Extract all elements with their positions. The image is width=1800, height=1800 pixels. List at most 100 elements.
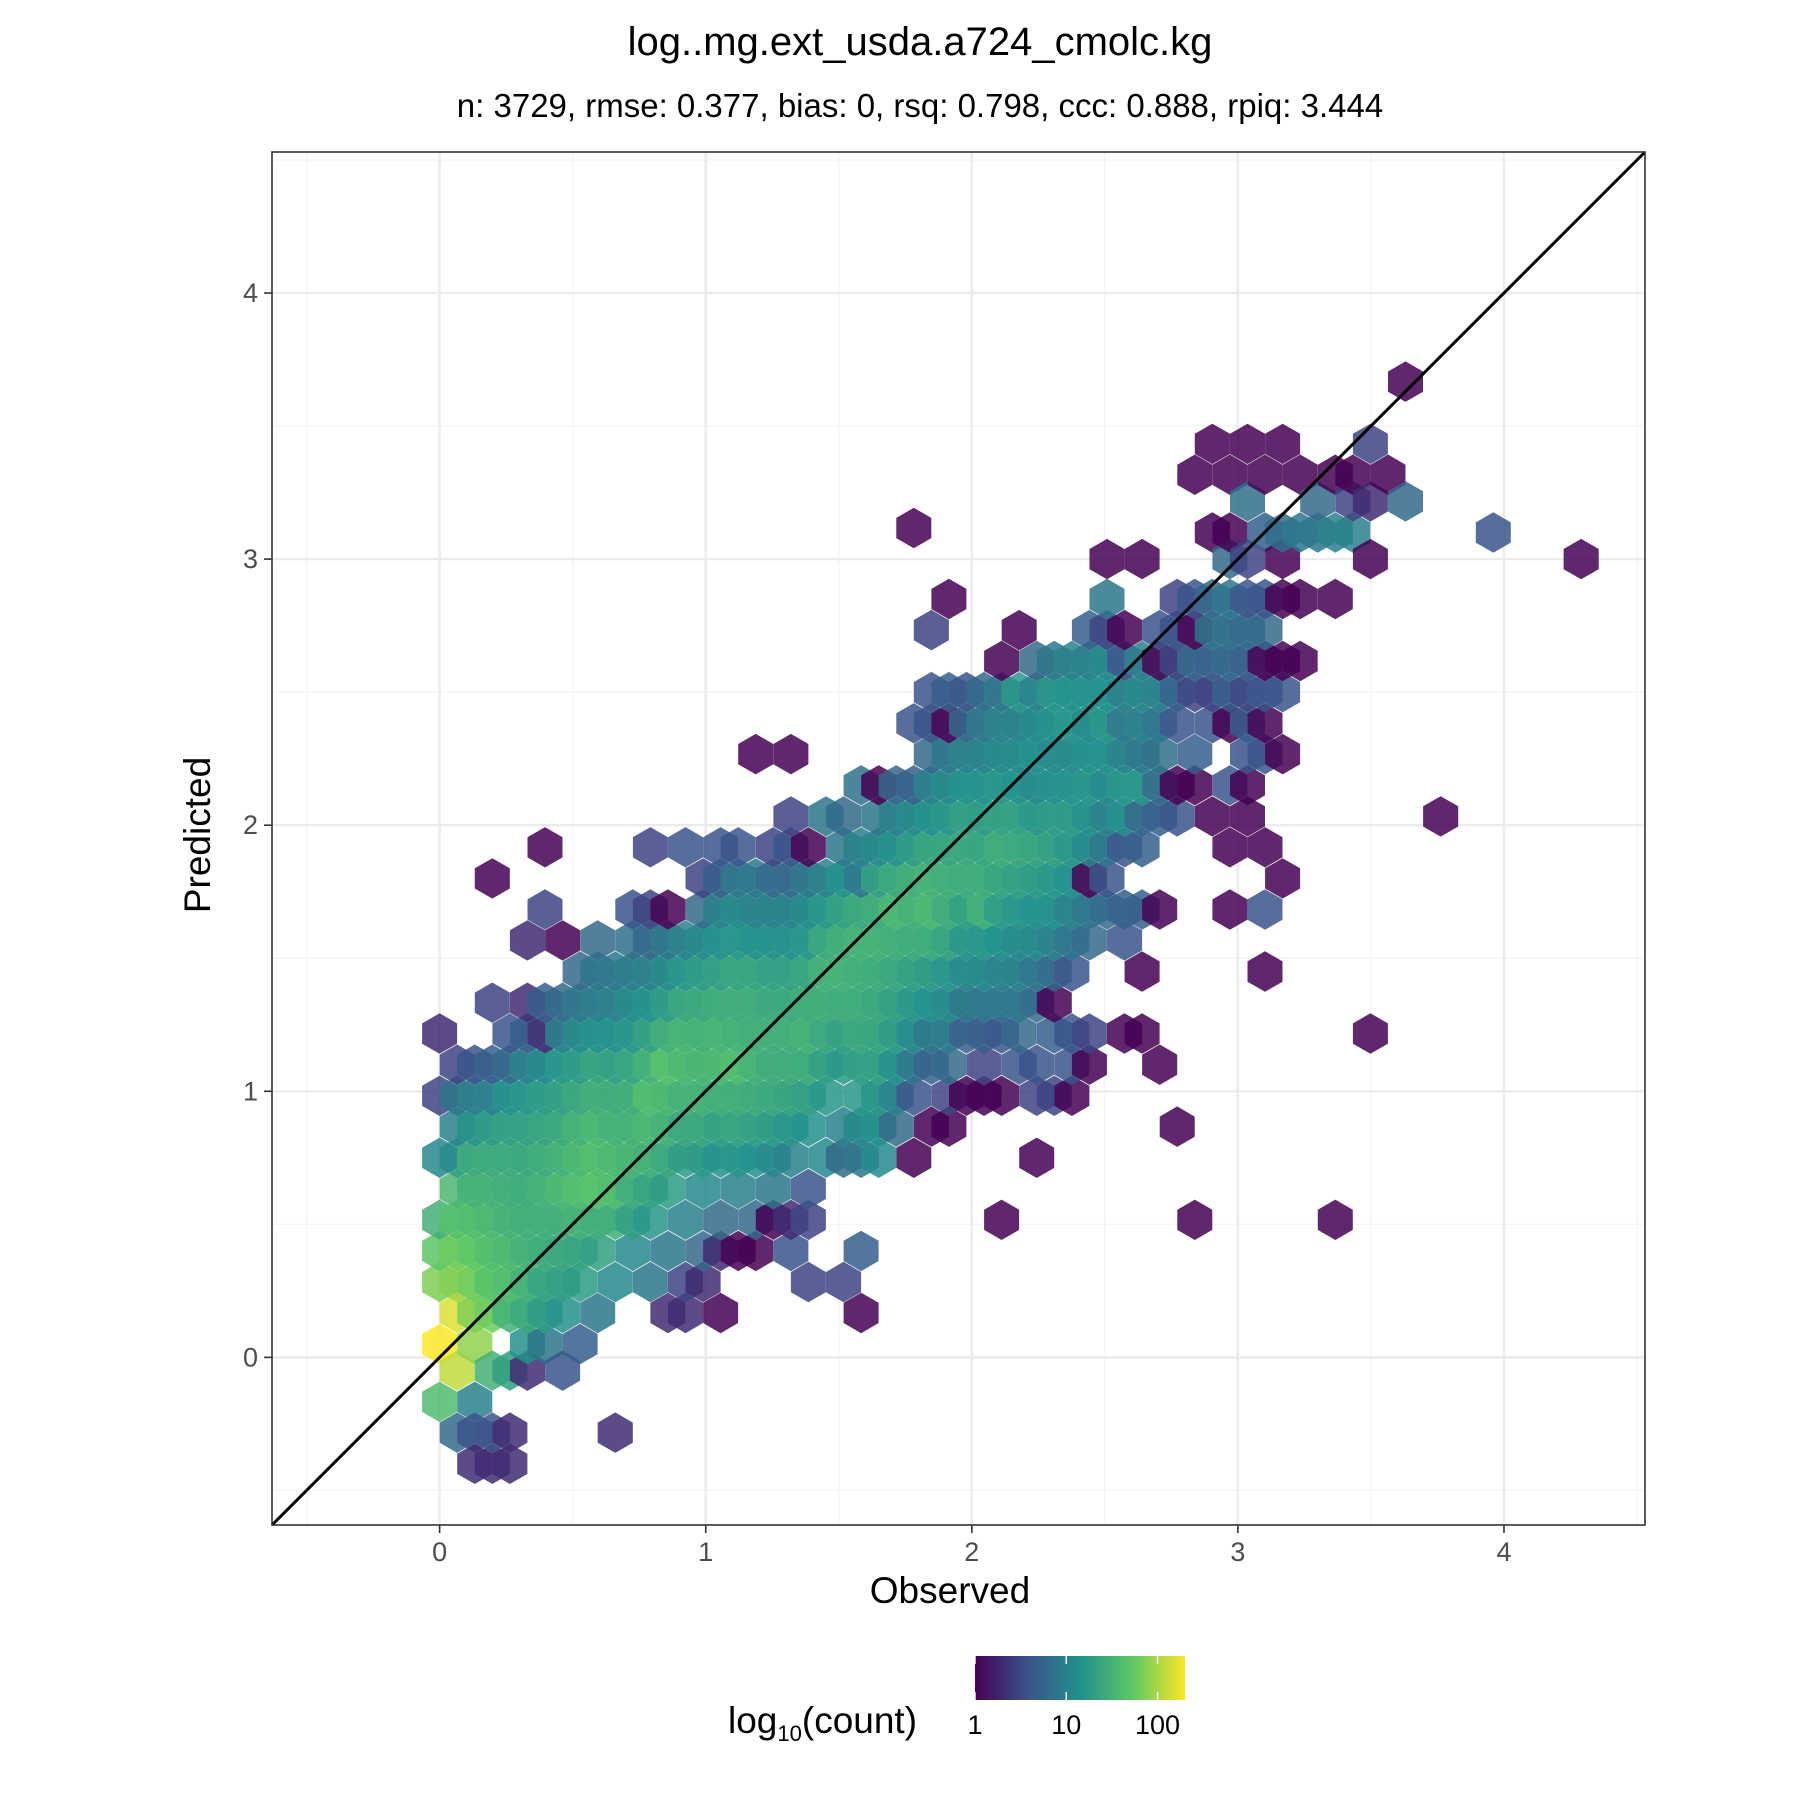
legend-title-rest: (count) [802, 1700, 917, 1741]
hex-bin [1265, 733, 1301, 775]
legend: log10(count) 1 10 100 [728, 1656, 1185, 1746]
hex-bin [650, 889, 686, 930]
hex-bin [597, 1412, 633, 1453]
hex-bin [1300, 481, 1336, 522]
hex-bin [422, 1013, 458, 1054]
hex-bin [1352, 481, 1388, 522]
hex-bin [808, 1075, 844, 1116]
hex-bin [720, 827, 756, 868]
hex-bin [685, 1168, 721, 1210]
hex-bin [615, 1230, 651, 1272]
hex-bin [1194, 796, 1230, 837]
hex-bin [422, 1381, 458, 1422]
x-tick-label: 3 [1230, 1537, 1245, 1567]
hex-bin [720, 1168, 756, 1210]
hex-bin [509, 920, 545, 961]
panel-border [271, 151, 1646, 1526]
legend-title: log10(count) [728, 1700, 917, 1746]
hex-bin [632, 1199, 668, 1240]
hex-bin [931, 1044, 967, 1085]
hex-bin [1177, 733, 1213, 775]
hex-bin [790, 827, 826, 868]
hex-bin [738, 733, 774, 775]
hex-bin [1230, 538, 1265, 580]
hex-bin [896, 1137, 932, 1178]
hex-bin [1071, 1013, 1107, 1054]
hex-bin [773, 796, 809, 837]
y-tick-label: 0 [243, 1342, 258, 1372]
y-tick-label: 3 [243, 544, 258, 574]
hex-bin [580, 1230, 616, 1272]
hex-bin [773, 1230, 809, 1272]
hex-bin [878, 1106, 914, 1147]
hex-bin [668, 827, 703, 868]
hex-bin [1370, 454, 1406, 495]
hex-bin [1388, 481, 1423, 522]
hex-bin [1247, 951, 1283, 992]
hex-bin [931, 1106, 967, 1147]
hex-bin [790, 1199, 826, 1240]
hex-bin [597, 1261, 633, 1303]
hex-bin [1142, 889, 1178, 930]
hex-bin [1282, 454, 1318, 495]
hex-bin [1388, 361, 1423, 402]
hex-bin [1212, 889, 1248, 930]
hex-bin [1230, 765, 1265, 806]
hex-bin [1423, 796, 1459, 837]
hex-bin [580, 1292, 616, 1334]
hex-bin [1335, 454, 1371, 495]
hex-bin [1089, 538, 1125, 580]
hex-layer [422, 361, 1599, 1484]
hex-bin [1019, 1137, 1055, 1178]
hex-bin [1212, 512, 1248, 553]
hex-bin [1265, 423, 1301, 465]
hex-bin [1282, 578, 1318, 620]
hex-bin [984, 1075, 1020, 1116]
hex-bin [422, 1137, 458, 1178]
hex-bin [474, 858, 510, 899]
hex-bin [861, 1137, 897, 1178]
hex-bin [1317, 578, 1353, 620]
hex-bin [1352, 1013, 1388, 1054]
hex-bin [1159, 796, 1195, 837]
hex-bin [1177, 454, 1213, 495]
y-tick-label: 4 [243, 278, 258, 308]
hex-bin [1124, 538, 1160, 580]
legend-title-subscript: 10 [777, 1721, 801, 1746]
hex-bin [492, 1443, 528, 1484]
hex-bin [1036, 982, 1072, 1023]
hex-bin [457, 1381, 493, 1422]
hex-bin [703, 1199, 739, 1240]
hex-bin [790, 1106, 826, 1147]
hex-bin [1089, 578, 1125, 620]
hex-bin [1212, 454, 1248, 495]
hex-bin [1247, 889, 1283, 930]
hex-bin [843, 1292, 879, 1334]
hex-bin [1089, 858, 1125, 899]
hex-bin [1107, 609, 1143, 651]
x-tick-label: 2 [964, 1537, 979, 1567]
hex-bin [1247, 827, 1283, 868]
hex-bin [1124, 951, 1160, 992]
hex-bin [1142, 1044, 1178, 1085]
y-tick-label: 1 [243, 1076, 258, 1106]
hex-bin [1317, 1199, 1353, 1240]
x-axis-title: Observed [870, 1570, 1030, 1611]
x-tick-label: 1 [698, 1537, 713, 1567]
hex-bin [896, 507, 932, 549]
hex-bin [1054, 1075, 1090, 1116]
hex-bin [527, 827, 563, 868]
hex-bin [650, 1230, 686, 1272]
hex-bin [668, 1292, 703, 1334]
hex-bin [1177, 765, 1213, 806]
legend-break-label: 1 [967, 1710, 982, 1740]
hex-bin [527, 889, 563, 930]
hex-bin [966, 1044, 1002, 1085]
hex-bin [1230, 796, 1265, 837]
hex-bin [1177, 1199, 1213, 1240]
hex-bin [1019, 1044, 1055, 1085]
hex-bin [826, 1261, 862, 1303]
hex-bin [457, 1323, 493, 1365]
legend-break-label: 100 [1135, 1710, 1180, 1740]
